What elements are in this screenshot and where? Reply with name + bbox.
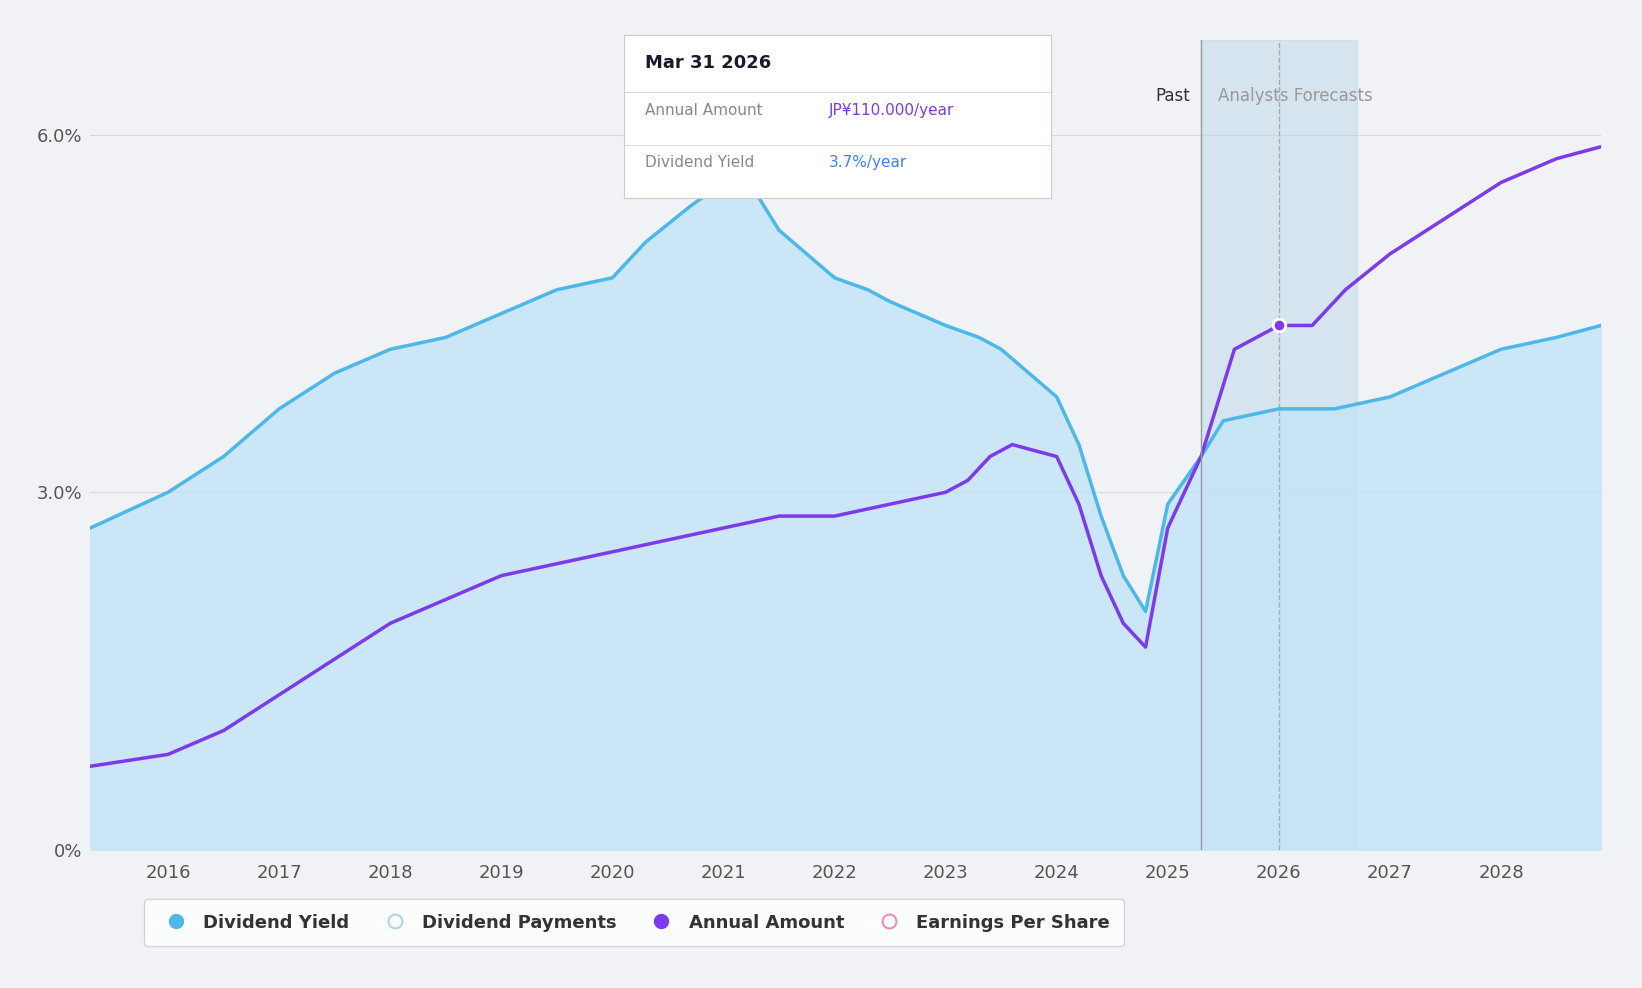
Text: Mar 31 2026: Mar 31 2026 [645,54,772,72]
Text: Dividend Yield: Dividend Yield [645,155,755,170]
Bar [1200,40,1356,850]
Text: Analysts Forecasts: Analysts Forecasts [1218,87,1373,105]
Text: 3.7%/year: 3.7%/year [829,155,906,170]
Text: JP¥110.000/year: JP¥110.000/year [829,103,954,118]
Legend: Dividend Yield, Dividend Payments, Annual Amount, Earnings Per Share: Dividend Yield, Dividend Payments, Annua… [144,899,1125,946]
Text: Past: Past [1156,87,1190,105]
Text: Annual Amount: Annual Amount [645,103,764,118]
